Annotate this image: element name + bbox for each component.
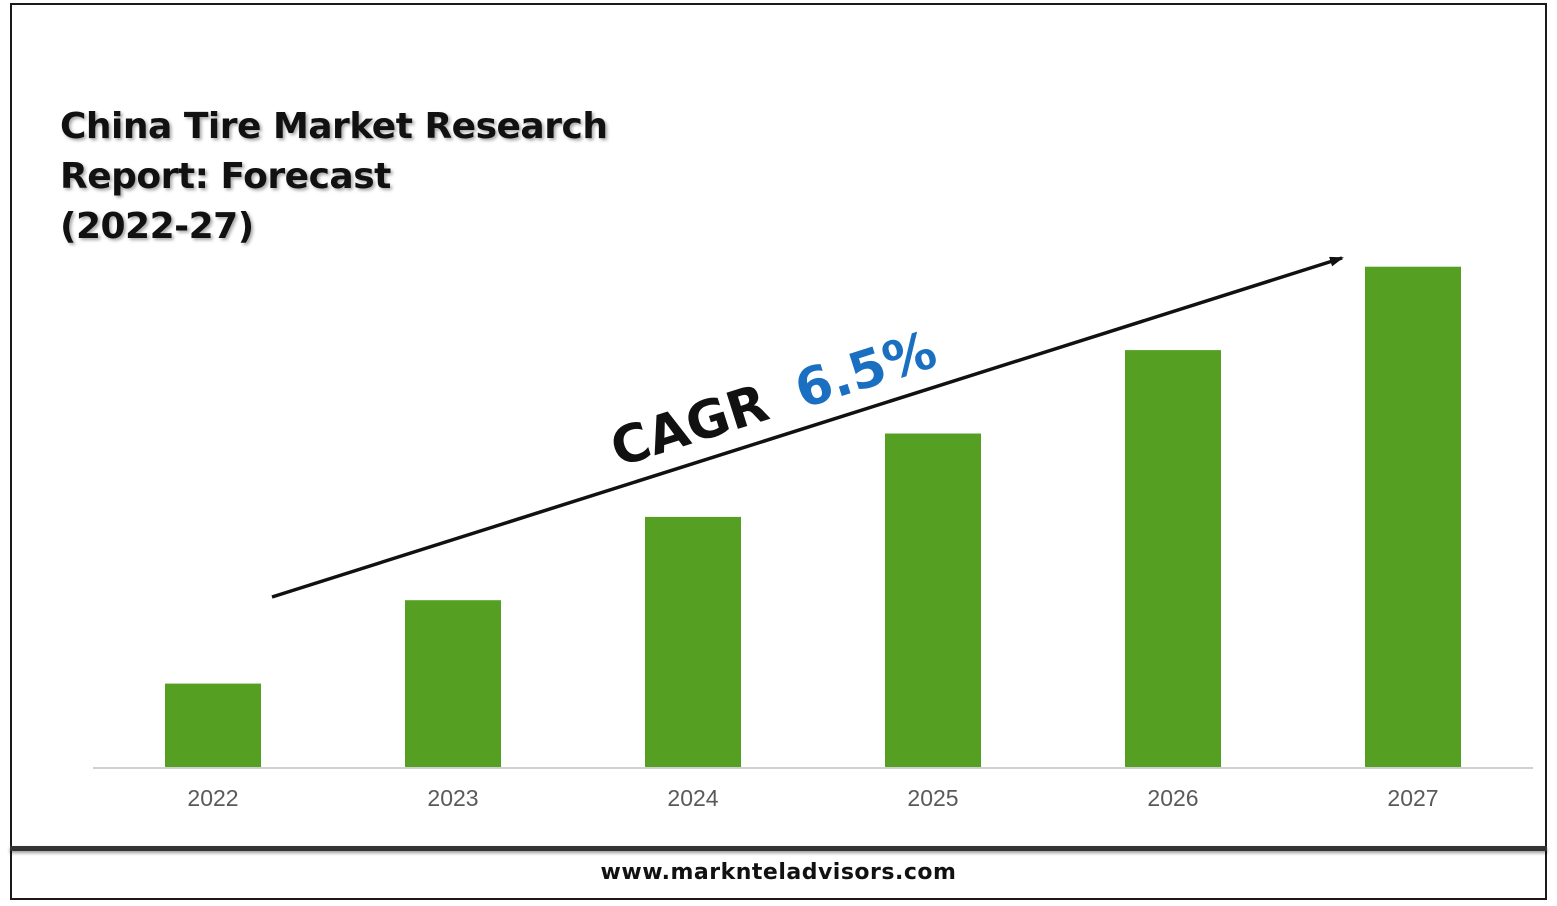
title-line-2: Report: Forecast [60, 156, 391, 197]
x-tick-label: 2025 [907, 785, 958, 811]
bar-2022 [165, 683, 261, 767]
x-tick-label: 2026 [1147, 785, 1198, 811]
footer-url: www.marknteladvisors.com [600, 860, 957, 885]
chart-title: China Tire Market Research Report: Forec… [60, 102, 608, 252]
bar-2023 [405, 600, 501, 767]
x-tick-label: 2027 [1387, 785, 1438, 811]
x-tick-label: 2024 [667, 785, 718, 811]
footer-divider [10, 846, 1547, 851]
bar-2026 [1125, 350, 1221, 767]
x-tick-label: 2023 [427, 785, 478, 811]
bar-2027 [1365, 266, 1461, 767]
x-tick-labels: 2022 2023 2024 2025 2026 2027 [187, 785, 1438, 811]
chart-frame [10, 3, 1547, 900]
title-line-1: China Tire Market Research [60, 106, 608, 147]
bar-2024 [645, 516, 741, 767]
bars-group [165, 266, 1461, 767]
cagr-value: 6.5% [788, 320, 944, 421]
title-line-3: (2022-27) [60, 206, 254, 247]
x-tick-label: 2022 [187, 785, 238, 811]
trend-arrow [271, 256, 1344, 599]
bar-2025 [885, 433, 981, 767]
